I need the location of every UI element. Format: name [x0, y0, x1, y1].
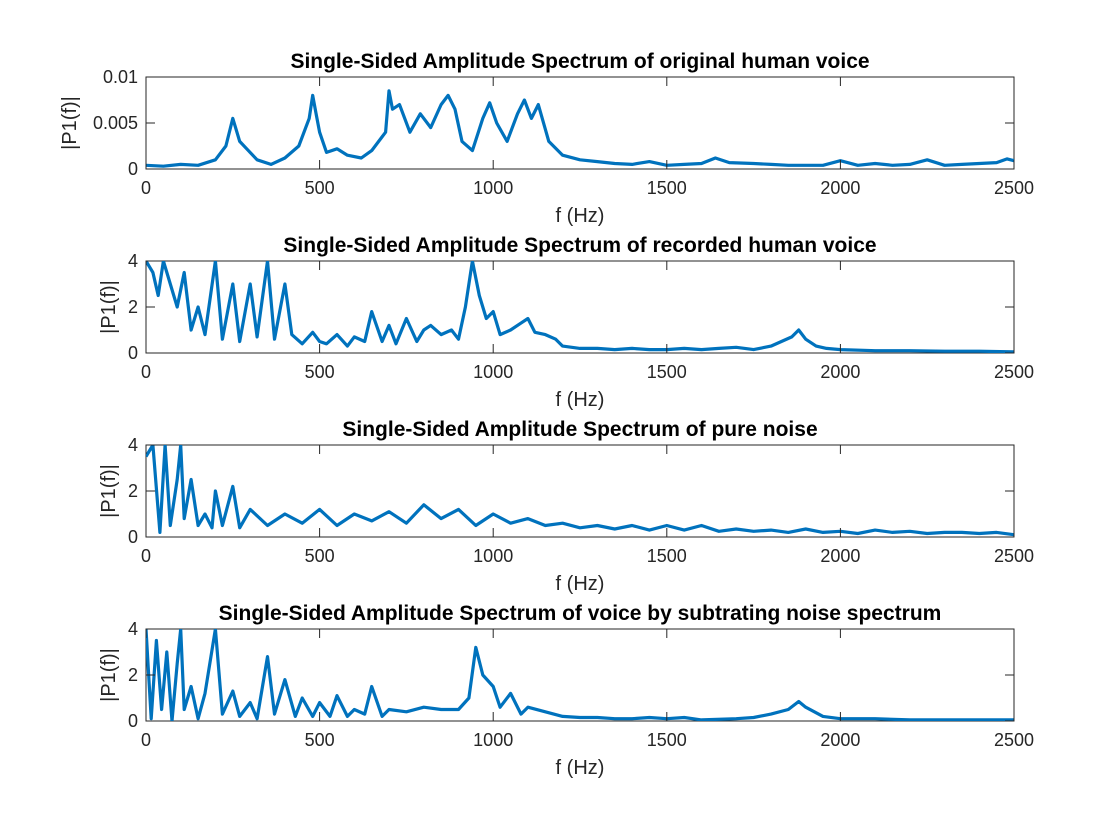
y-tick-label: 0.005 [93, 113, 138, 133]
y-tick-label: 2 [128, 297, 138, 317]
x-tick-label: 0 [141, 362, 151, 382]
x-tick-label: 1500 [647, 546, 687, 566]
y-axis-label: |P1(f)| [98, 464, 120, 518]
x-tick-label: 0 [141, 546, 151, 566]
subplot-3: Single-Sided Amplitude Spectrum of pure … [98, 418, 1034, 595]
x-tick-label: 2000 [820, 362, 860, 382]
y-tick-label: 4 [128, 435, 138, 455]
y-tick-label: 0 [128, 527, 138, 547]
x-tick-label: 2500 [994, 546, 1034, 566]
x-tick-label: 1000 [473, 730, 513, 750]
x-tick-label: 2000 [820, 730, 860, 750]
plot-title: Single-Sided Amplitude Spectrum of origi… [290, 50, 869, 73]
x-tick-label: 0 [141, 730, 151, 750]
x-axis-label: f (Hz) [556, 205, 605, 227]
y-tick-label: 0 [128, 711, 138, 731]
x-tick-label: 500 [305, 178, 335, 198]
y-tick-label: 2 [128, 481, 138, 501]
x-tick-label: 1500 [647, 178, 687, 198]
x-axis-label: f (Hz) [556, 757, 605, 779]
x-tick-label: 2500 [994, 730, 1034, 750]
x-tick-label: 1500 [647, 730, 687, 750]
x-tick-label: 500 [305, 730, 335, 750]
y-tick-label: 4 [128, 619, 138, 639]
y-axis-label: |P1(f)| [59, 96, 81, 150]
spectrum-line [146, 89, 1014, 168]
y-tick-label: 4 [128, 251, 138, 271]
subplot-4: Single-Sided Amplitude Spectrum of voice… [98, 602, 1034, 779]
axes-frame [145, 76, 1015, 170]
y-axis-label: |P1(f)| [98, 648, 120, 702]
x-tick-label: 1000 [473, 546, 513, 566]
plot-title: Single-Sided Amplitude Spectrum of pure … [342, 418, 817, 441]
x-tick-label: 500 [305, 362, 335, 382]
x-tick-label: 2500 [994, 178, 1034, 198]
axes-frame [145, 260, 1015, 354]
x-tick-label: 1000 [473, 362, 513, 382]
subplot-2: Single-Sided Amplitude Spectrum of recor… [98, 234, 1034, 411]
spectrum-line [146, 261, 1014, 353]
x-tick-label: 500 [305, 546, 335, 566]
axes-frame [145, 444, 1015, 538]
y-tick-label: 0.01 [103, 67, 138, 87]
plot-title: Single-Sided Amplitude Spectrum of recor… [283, 234, 876, 257]
x-axis-label: f (Hz) [556, 573, 605, 595]
y-tick-label: 0 [128, 343, 138, 363]
x-tick-label: 1000 [473, 178, 513, 198]
spectrum-line [146, 629, 1014, 721]
x-tick-label: 2500 [994, 362, 1034, 382]
y-axis-label: |P1(f)| [98, 280, 120, 334]
x-axis-label: f (Hz) [556, 389, 605, 411]
y-tick-label: 2 [128, 665, 138, 685]
x-tick-label: 0 [141, 178, 151, 198]
x-tick-label: 2000 [820, 546, 860, 566]
x-tick-label: 2000 [820, 178, 860, 198]
y-tick-label: 0 [128, 159, 138, 179]
subplot-1: Single-Sided Amplitude Spectrum of origi… [59, 50, 1034, 227]
x-tick-label: 1500 [647, 362, 687, 382]
plot-title: Single-Sided Amplitude Spectrum of voice… [219, 602, 942, 625]
